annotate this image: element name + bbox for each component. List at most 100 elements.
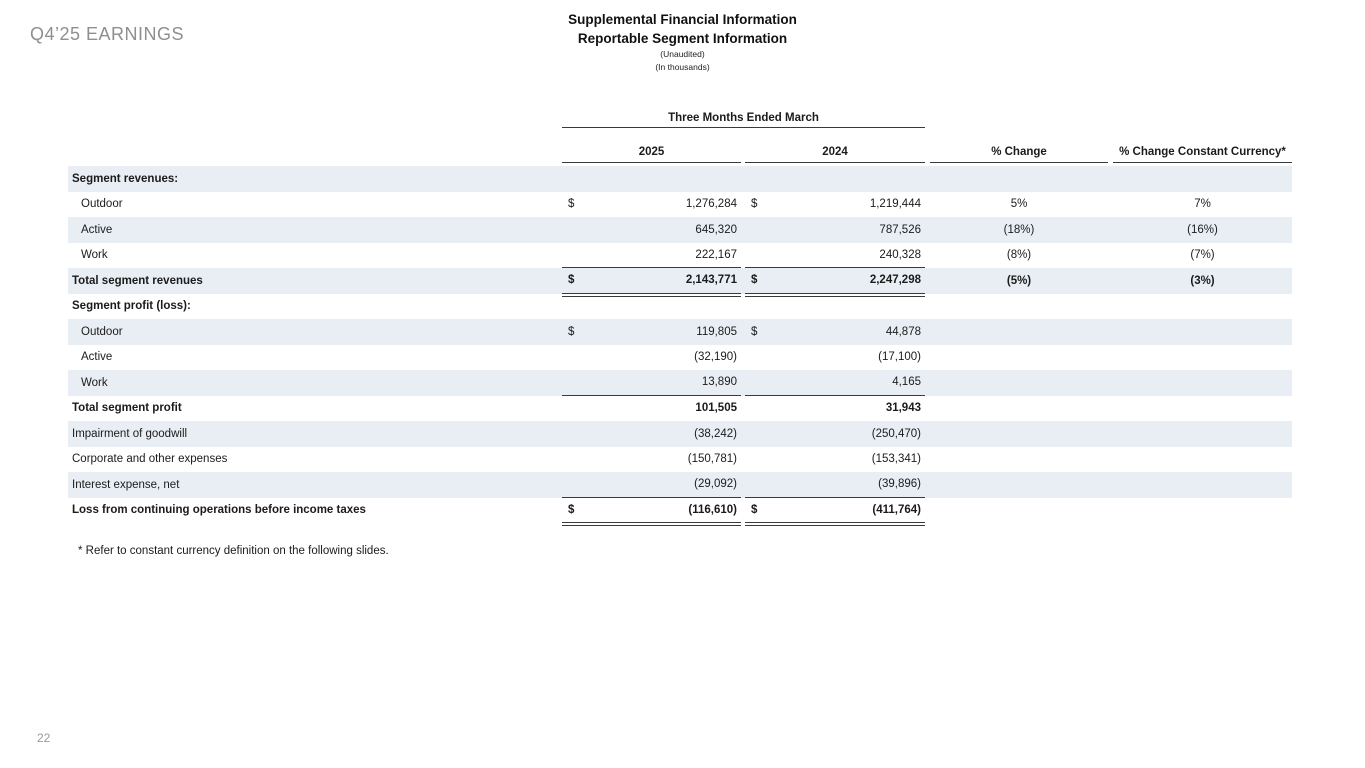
value: 240,328 bbox=[879, 248, 921, 261]
row-label: Outdoor bbox=[81, 325, 123, 338]
money-2024: $1,219,444 bbox=[745, 192, 925, 218]
row-label: Total segment revenues bbox=[72, 274, 203, 287]
column-header-2024: 2024 bbox=[745, 146, 925, 163]
value: 645,320 bbox=[695, 223, 737, 236]
money-2024: (153,341) bbox=[745, 447, 925, 473]
table-row: Segment revenues: bbox=[68, 166, 1292, 192]
row-label: Active bbox=[81, 223, 113, 236]
pct-change-cell: (8%) bbox=[1006, 249, 1032, 262]
table-row: Loss from continuing operations before i… bbox=[68, 498, 1292, 526]
pct-change-cell: 5% bbox=[1010, 198, 1028, 211]
table-row: Segment profit (loss): bbox=[68, 294, 1292, 320]
table-body: Segment revenues: Outdoor $1,276,284 $1,219… bbox=[68, 166, 1292, 526]
row-label: Active bbox=[81, 351, 113, 364]
dollar-sign: $ bbox=[568, 503, 575, 516]
value: 2,247,298 bbox=[869, 274, 921, 287]
table-row: Active 645,320 787,526 (18%) (16%) bbox=[68, 217, 1292, 243]
money-2025: $1,276,284 bbox=[562, 192, 741, 218]
row-label: Work bbox=[81, 376, 108, 389]
money-2025: (38,242) bbox=[562, 421, 741, 447]
money-2024: $ (411,764) bbox=[745, 498, 925, 526]
row-label: Interest expense, net bbox=[72, 478, 180, 491]
value: (38,242) bbox=[694, 427, 737, 440]
row-label: Impairment of goodwill bbox=[72, 427, 188, 440]
table-span-header-row: Three Months Ended March bbox=[68, 112, 1292, 128]
value: 2,143,771 bbox=[685, 274, 737, 287]
money-2025: 222,167 bbox=[562, 243, 741, 268]
money-2024: 4,165 bbox=[745, 370, 925, 396]
dollar-sign: $ bbox=[568, 274, 575, 287]
value: 4,165 bbox=[892, 376, 921, 389]
value: 787,526 bbox=[879, 223, 921, 236]
pct-change-cc-cell: (7%) bbox=[1190, 249, 1215, 262]
money-2024: $44,878 bbox=[745, 319, 925, 345]
money-2024: 787,526 bbox=[745, 217, 925, 243]
value: 31,943 bbox=[885, 402, 921, 415]
pct-change-cc-cell: 7% bbox=[1194, 198, 1211, 211]
value: 222,167 bbox=[695, 248, 737, 261]
dollar-sign: $ bbox=[751, 325, 758, 338]
value: (32,190) bbox=[694, 351, 737, 364]
table-row: Outdoor $1,276,284 $1,219,444 5% 7% bbox=[68, 192, 1292, 218]
dollar-sign: $ bbox=[568, 198, 575, 211]
money-2025 bbox=[562, 294, 741, 320]
value: (411,764) bbox=[872, 503, 921, 516]
row-label: Total segment profit bbox=[72, 402, 182, 415]
value: 44,878 bbox=[885, 325, 921, 338]
row-label: Work bbox=[81, 249, 108, 262]
value: (116,610) bbox=[688, 503, 737, 516]
pct-change-cc-cell: (16%) bbox=[1187, 223, 1218, 236]
money-2024: (39,896) bbox=[745, 472, 925, 498]
pct-change-cc-cell: (3%) bbox=[1190, 274, 1215, 287]
table-row: Active (32,190) (17,100) bbox=[68, 345, 1292, 371]
table-row: Corporate and other expenses (150,781) (15… bbox=[68, 447, 1292, 473]
table-row: Work 13,890 4,165 bbox=[68, 370, 1292, 396]
row-label: Segment revenues: bbox=[72, 172, 179, 185]
value: 1,276,284 bbox=[685, 198, 737, 211]
money-2024: 31,943 bbox=[745, 396, 925, 422]
page-number: 22 bbox=[37, 731, 51, 745]
slide-subtitle: Reportable Segment Information bbox=[577, 31, 788, 46]
money-2025: 13,890 bbox=[562, 370, 741, 396]
dollar-sign: $ bbox=[751, 198, 758, 211]
footnote: * Refer to constant currency definition … bbox=[78, 545, 389, 557]
span-header-three-months: Three Months Ended March bbox=[562, 112, 925, 128]
row-label: Segment profit (loss): bbox=[72, 300, 191, 313]
value: (17,100) bbox=[878, 351, 921, 364]
value: (150,781) bbox=[687, 453, 737, 466]
money-2025: 645,320 bbox=[562, 217, 741, 243]
money-2024: 240,328 bbox=[745, 243, 925, 268]
table-row: Total segment revenues $2,143,771 $2,247,2… bbox=[68, 268, 1292, 296]
value: (250,470) bbox=[871, 427, 921, 440]
money-2025 bbox=[562, 166, 741, 192]
value: 1,219,444 bbox=[869, 198, 921, 211]
money-2024 bbox=[745, 166, 925, 192]
value: 13,890 bbox=[701, 376, 737, 389]
column-header-pct-change-cc: % Change Constant Currency* bbox=[1113, 132, 1292, 163]
table-row: Total segment profit 101,505 31,943 bbox=[68, 396, 1292, 422]
column-header-2025: 2025 bbox=[562, 146, 741, 163]
money-2025: (150,781) bbox=[562, 447, 741, 473]
row-label: Outdoor bbox=[81, 198, 123, 211]
value: 119,805 bbox=[696, 325, 737, 338]
money-2025: (29,092) bbox=[562, 472, 741, 498]
money-2025: $ (116,610) bbox=[562, 498, 741, 526]
table-row: Impairment of goodwill (38,242) (250,470) bbox=[68, 421, 1292, 447]
table-row: Interest expense, net (29,092) (39,896) bbox=[68, 472, 1292, 498]
dollar-sign: $ bbox=[751, 274, 758, 287]
pct-change-cell: (5%) bbox=[1006, 274, 1032, 287]
row-label: Corporate and other expenses bbox=[72, 453, 228, 466]
money-2025: $119,805 bbox=[562, 319, 741, 345]
eyebrow-label: Q4’25 EARNINGS bbox=[30, 24, 185, 44]
table-column-header-row: 2025 2024 % Change % Change Constant Cur… bbox=[68, 132, 1292, 163]
money-2025: $2,143,771 bbox=[562, 268, 741, 296]
money-2024 bbox=[745, 294, 925, 320]
unaudited-note: (Unaudited) bbox=[660, 49, 705, 59]
column-header-pct-change: % Change bbox=[930, 146, 1108, 163]
value: (153,341) bbox=[871, 453, 921, 466]
value: (39,896) bbox=[878, 478, 921, 491]
value: 101,505 bbox=[695, 402, 737, 415]
money-2025: (32,190) bbox=[562, 345, 741, 371]
pct-change-cell: (18%) bbox=[1003, 223, 1035, 236]
